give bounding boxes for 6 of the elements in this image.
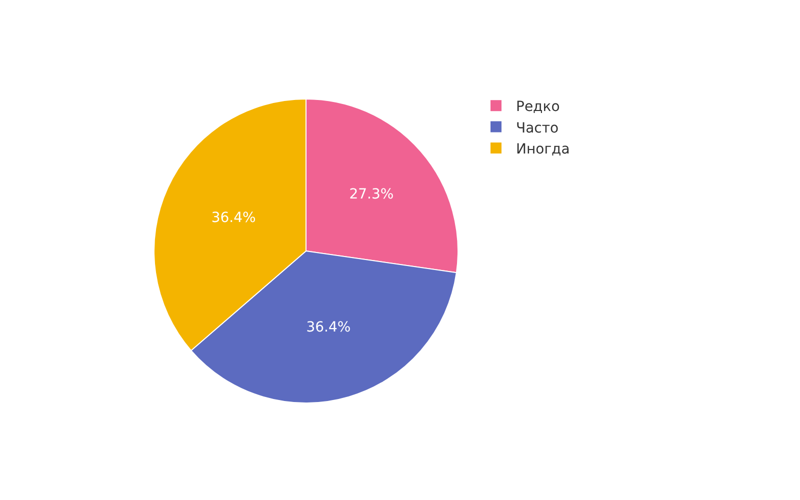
legend-label: Иногда [516, 141, 570, 158]
legend-label: Редко [516, 99, 560, 116]
data-label: 27.3% [349, 186, 394, 202]
legend-label: Часто [516, 120, 559, 136]
data-label: 36.4% [306, 319, 351, 336]
data-label: 36.4% [211, 210, 256, 226]
